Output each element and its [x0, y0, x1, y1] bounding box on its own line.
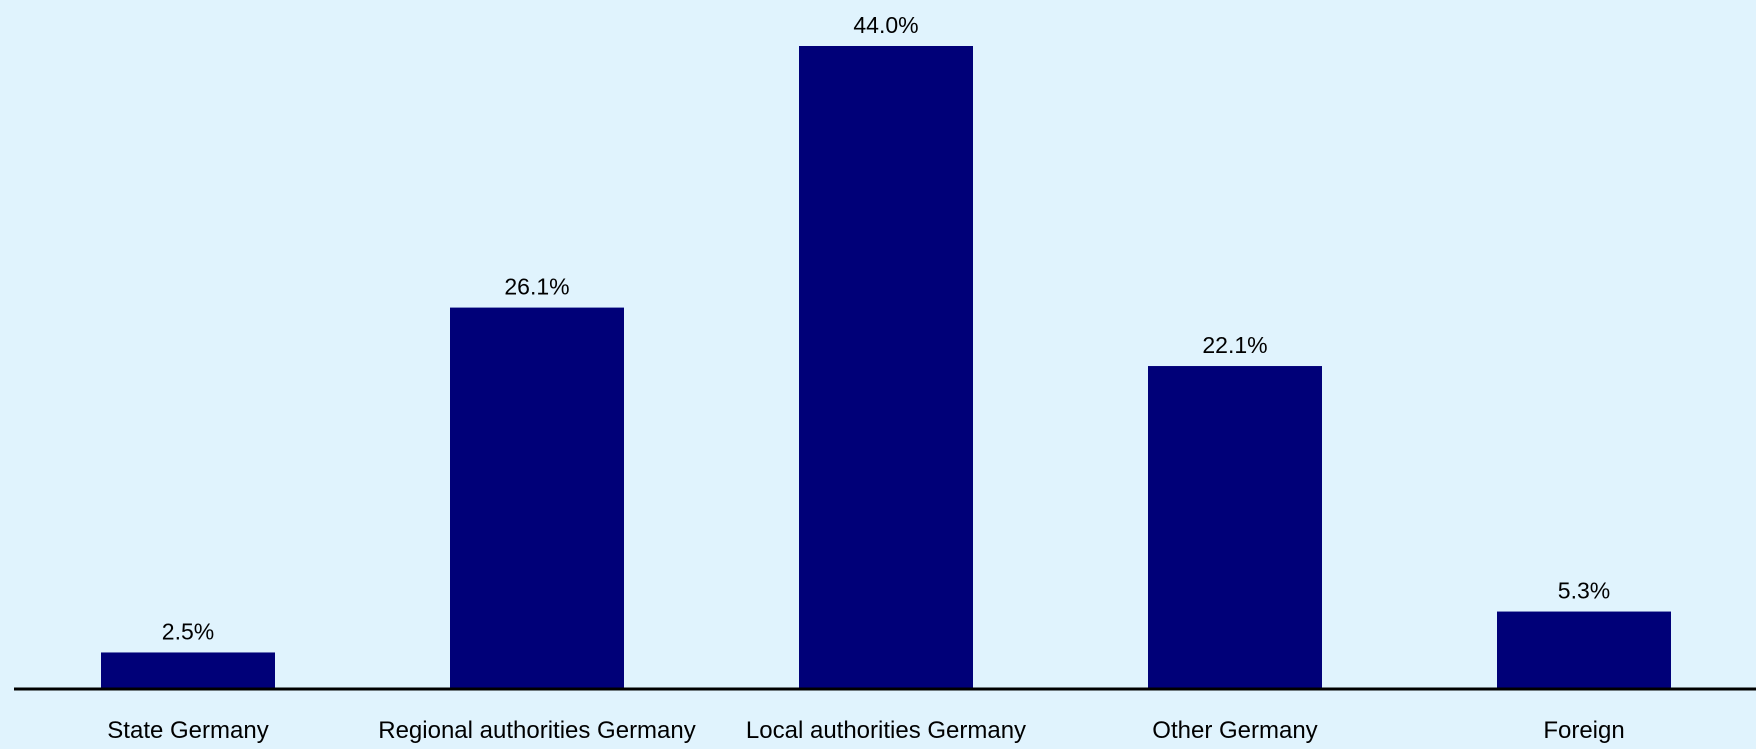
category-label-2: Local authorities Germany	[746, 717, 1026, 744]
bars-group	[101, 46, 1671, 689]
category-label-1: Regional authorities Germany	[378, 717, 696, 744]
data-label-4: 5.3%	[1558, 578, 1610, 604]
bar-1	[450, 307, 624, 689]
bar-0	[101, 652, 275, 689]
category-label-0: State Germany	[107, 717, 268, 744]
data-labels-group: 2.5% 26.1% 44.0% 22.1% 5.3%	[162, 12, 1610, 644]
data-label-1: 26.1%	[504, 274, 569, 300]
bar-4	[1497, 611, 1671, 689]
category-label-3: Other Germany	[1152, 717, 1317, 744]
data-label-3: 22.1%	[1202, 332, 1267, 358]
bar-2	[799, 46, 973, 689]
bar-3	[1148, 366, 1322, 689]
category-label-4: Foreign	[1543, 717, 1624, 744]
category-labels-group: State Germany Regional authorities German…	[107, 717, 1624, 744]
data-label-0: 2.5%	[162, 618, 214, 644]
data-label-2: 44.0%	[853, 12, 918, 38]
